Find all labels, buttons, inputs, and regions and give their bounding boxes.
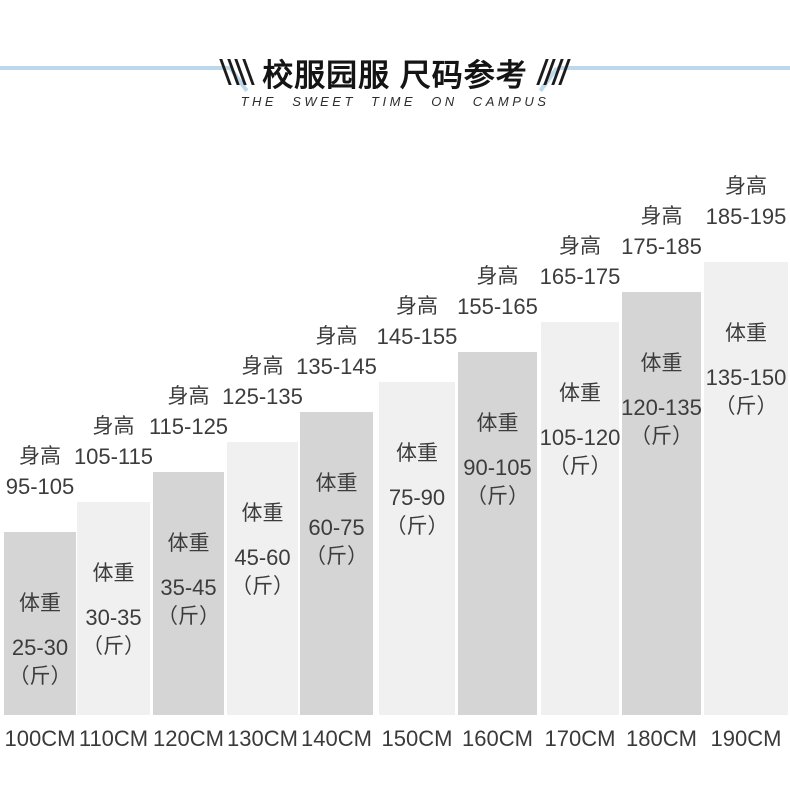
weight-unit: （斤）: [157, 605, 220, 628]
weight-label: 体重 45-60 （斤）: [217, 499, 308, 601]
height-label: 身高 115-125: [141, 382, 236, 442]
weight-caption: 体重: [476, 412, 519, 435]
size-label: 110CM: [78, 726, 149, 751]
height-range: 115-125: [148, 414, 229, 439]
weight-range: 45-60: [234, 545, 291, 570]
weight-label: 体重 30-35 （斤）: [67, 559, 160, 661]
weight-unit: （斤）: [714, 395, 778, 418]
weight-unit: （斤）: [385, 515, 449, 538]
height-caption: 身高: [19, 445, 61, 468]
height-range: 155-165: [457, 294, 538, 319]
height-caption: 身高: [559, 235, 601, 258]
weight-caption: 体重: [19, 592, 61, 615]
weight-range: 35-45: [160, 575, 217, 600]
size-bar: 体重 60-75 （斤）: [300, 412, 373, 715]
height-range: 175-185: [621, 234, 702, 259]
size-bar: 体重 45-60 （斤）: [227, 442, 298, 715]
weight-caption: 体重: [396, 442, 438, 465]
height-caption: 身高: [725, 175, 767, 198]
height-label: 身高 145-155: [367, 292, 467, 352]
weight-caption: 体重: [559, 382, 601, 405]
height-range: 185-195: [705, 204, 787, 229]
weight-unit: （斤）: [466, 485, 529, 508]
weight-label: 体重 25-30 （斤）: [0, 589, 86, 691]
size-label: 140CM: [301, 726, 372, 751]
size-label: 190CM: [710, 726, 782, 751]
weight-caption: 体重: [725, 322, 767, 345]
height-range: 145-155: [376, 324, 458, 349]
weight-label: 体重 120-135 （斤）: [612, 349, 711, 451]
height-range: 165-175: [539, 264, 621, 289]
weight-unit: （斤）: [630, 425, 693, 448]
weight-range: 30-35: [85, 605, 142, 630]
height-caption: 身高: [92, 415, 135, 438]
size-bar: 体重 90-105 （斤）: [458, 352, 537, 715]
height-caption: 身高: [640, 205, 683, 228]
header-rule-left-icon: [0, 66, 233, 70]
page-subtitle: THE SWEET TIME ON CAMPUS: [240, 94, 550, 109]
size-bar: 体重 135-150 （斤）: [704, 262, 788, 715]
weight-caption: 体重: [241, 502, 284, 525]
weight-caption: 体重: [315, 472, 358, 495]
weight-label: 体重 135-150 （斤）: [694, 319, 790, 421]
weight-range: 105-120: [539, 425, 621, 450]
size-bar: 体重 30-35 （斤）: [77, 502, 150, 715]
size-bar: 体重 105-120 （斤）: [540, 322, 620, 715]
height-caption: 身高: [315, 325, 358, 348]
size-label: 180CM: [626, 726, 697, 751]
weight-range: 120-135: [621, 395, 702, 420]
size-bar: 体重 120-135 （斤）: [621, 292, 702, 715]
height-label: 身高 105-115: [65, 412, 162, 472]
weight-label: 体重 60-75 （斤）: [290, 469, 383, 571]
size-label: 100CM: [4, 726, 76, 751]
height-range: 125-135: [222, 384, 303, 409]
height-label: 身高 135-145: [288, 322, 385, 382]
height-caption: 身高: [167, 385, 210, 408]
weight-label: 体重 75-90 （斤）: [369, 439, 465, 541]
size-label: 120CM: [153, 726, 224, 751]
size-label: 160CM: [462, 726, 533, 751]
weight-range: 60-75: [308, 515, 365, 540]
height-label: 身高 175-185: [610, 202, 713, 262]
weight-unit: （斤）: [231, 575, 294, 598]
height-label: 身高 165-175: [529, 232, 631, 292]
height-caption: 身高: [396, 295, 438, 318]
header-rule-right-icon: [557, 66, 790, 70]
height-label: 身高 125-135: [215, 352, 310, 412]
weight-unit: （斤）: [548, 455, 612, 478]
weight-range: 90-105: [463, 455, 532, 480]
weight-unit: （斤）: [8, 665, 72, 688]
size-bar: 体重 25-30 （斤）: [4, 532, 76, 715]
height-range: 135-145: [296, 354, 377, 379]
weight-unit: （斤）: [305, 545, 368, 568]
size-bar: 体重 75-90 （斤）: [379, 382, 455, 715]
weight-caption: 体重: [640, 352, 683, 375]
weight-caption: 体重: [92, 562, 135, 585]
page-title: 校服园服 尺码参考: [262, 57, 528, 93]
weight-label: 体重 35-45 （斤）: [143, 529, 234, 631]
weight-range: 25-30: [11, 635, 69, 660]
height-caption: 身高: [241, 355, 284, 378]
weight-range: 75-90: [388, 485, 446, 510]
weight-label: 体重 90-105 （斤）: [448, 409, 547, 511]
weight-caption: 体重: [167, 532, 210, 555]
height-range: 95-105: [5, 474, 75, 499]
size-label: 130CM: [227, 726, 298, 751]
size-bar: 体重 35-45 （斤）: [153, 472, 224, 715]
height-label: 身高 155-165: [446, 262, 549, 322]
height-range: 105-115: [73, 444, 154, 469]
size-label: 150CM: [381, 726, 453, 751]
weight-range: 135-150: [705, 365, 787, 390]
height-label: 身高 185-195: [692, 172, 790, 232]
weight-label: 体重 105-120 （斤）: [531, 379, 629, 481]
height-label: 身高 95-105: [0, 442, 88, 502]
size-label: 170CM: [544, 726, 616, 751]
title-row: 校服园服 尺码参考: [0, 50, 790, 94]
height-caption: 身高: [476, 265, 519, 288]
weight-unit: （斤）: [82, 635, 145, 658]
